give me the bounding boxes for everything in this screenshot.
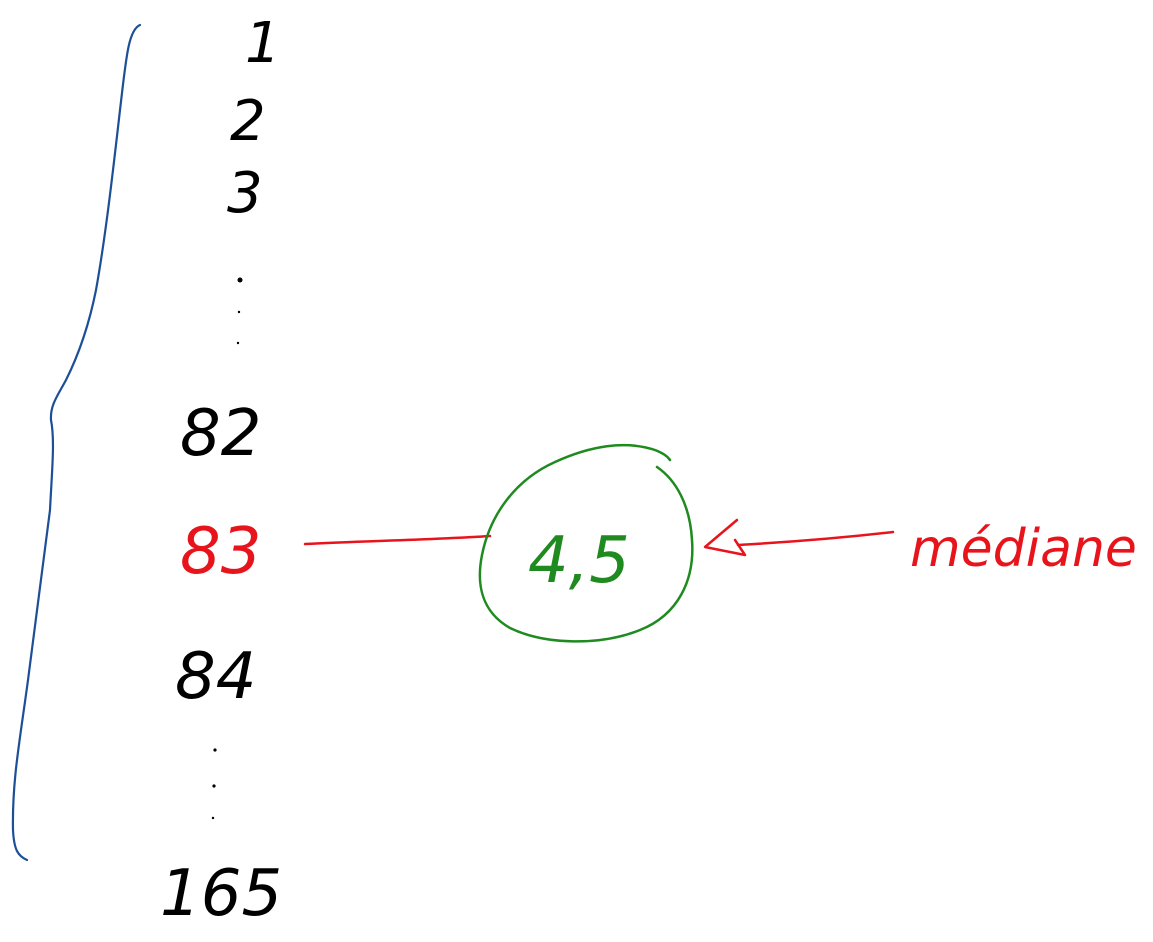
lower-ellipsis bbox=[211, 748, 217, 820]
rank-165: 165 bbox=[160, 857, 282, 931]
upper-ellipsis bbox=[236, 277, 243, 345]
median-rank: 83 bbox=[180, 515, 261, 589]
median-arrow bbox=[703, 518, 895, 557]
rank-84: 84 bbox=[175, 640, 256, 714]
median-connector-line bbox=[303, 534, 492, 546]
median-value: 4,5 bbox=[528, 524, 630, 598]
rank-3: 3 bbox=[227, 161, 263, 226]
rank-82: 82 bbox=[180, 397, 261, 471]
rank-2: 2 bbox=[230, 89, 266, 154]
rank-1: 1 bbox=[245, 11, 281, 76]
median-value-circle bbox=[478, 443, 694, 643]
curly-brace bbox=[11, 23, 142, 862]
median-label: médiane bbox=[910, 519, 1137, 579]
